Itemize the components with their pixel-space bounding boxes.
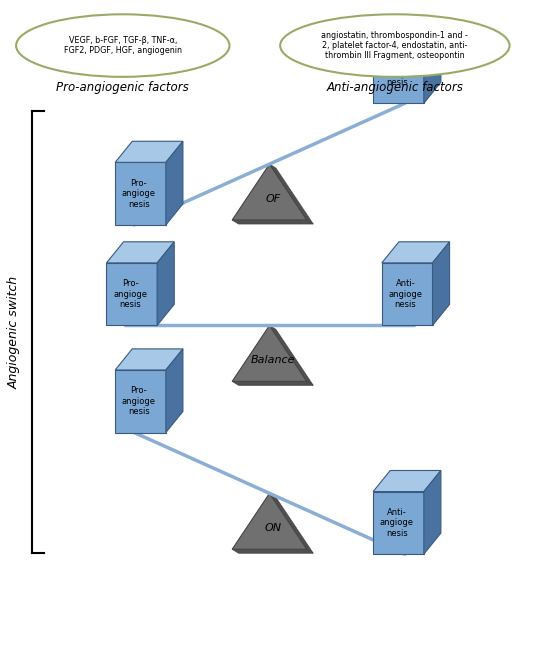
Polygon shape <box>166 349 183 432</box>
Text: Anti-angiogenic factors: Anti-angiogenic factors <box>327 80 464 94</box>
Text: VEGF, b-FGF, TGF-β, TNF-α,
FGF2, PDGF, HGF, angiogenin: VEGF, b-FGF, TGF-β, TNF-α, FGF2, PDGF, H… <box>64 36 182 55</box>
Ellipse shape <box>280 15 509 77</box>
Polygon shape <box>373 471 441 491</box>
Polygon shape <box>232 325 307 381</box>
Polygon shape <box>373 41 424 104</box>
Polygon shape <box>424 20 441 104</box>
Text: angiostatin, thrombospondin-1 and -
2, platelet factor-4, endostatin, anti-
thro: angiostatin, thrombospondin-1 and - 2, p… <box>321 31 468 60</box>
Ellipse shape <box>16 15 230 77</box>
Text: Pro-
angioge
nesis: Pro- angioge nesis <box>122 386 156 416</box>
Polygon shape <box>373 20 441 41</box>
Polygon shape <box>115 349 183 370</box>
Text: Pro-
angioge
nesis: Pro- angioge nesis <box>122 179 156 208</box>
Polygon shape <box>382 242 450 263</box>
Polygon shape <box>157 242 174 325</box>
Text: OF: OF <box>265 194 280 204</box>
Text: Angiogenic switch: Angiogenic switch <box>8 276 21 388</box>
Polygon shape <box>232 381 313 385</box>
Polygon shape <box>270 164 313 224</box>
Polygon shape <box>382 263 432 325</box>
Text: Anti-
angioge
nesis: Anti- angioge nesis <box>380 508 414 538</box>
Polygon shape <box>115 141 183 163</box>
Polygon shape <box>424 471 441 554</box>
Polygon shape <box>232 493 307 549</box>
Polygon shape <box>232 220 313 224</box>
Text: Anti-
angioge
nesis: Anti- angioge nesis <box>389 280 423 309</box>
Polygon shape <box>107 263 157 325</box>
Polygon shape <box>232 164 307 220</box>
Polygon shape <box>115 163 166 225</box>
Text: Pro-
angioge
nesis: Pro- angioge nesis <box>113 280 147 309</box>
Polygon shape <box>107 242 174 263</box>
Polygon shape <box>232 549 313 553</box>
Polygon shape <box>432 242 450 325</box>
Text: Balance: Balance <box>251 355 295 365</box>
Polygon shape <box>270 493 313 553</box>
Polygon shape <box>270 325 313 385</box>
Polygon shape <box>373 491 424 554</box>
Polygon shape <box>115 370 166 432</box>
Polygon shape <box>166 141 183 225</box>
Text: Anti-
angioge
nesis: Anti- angioge nesis <box>380 57 414 87</box>
Text: ON: ON <box>264 523 281 533</box>
Text: Pro-angiogenic factors: Pro-angiogenic factors <box>57 80 189 94</box>
